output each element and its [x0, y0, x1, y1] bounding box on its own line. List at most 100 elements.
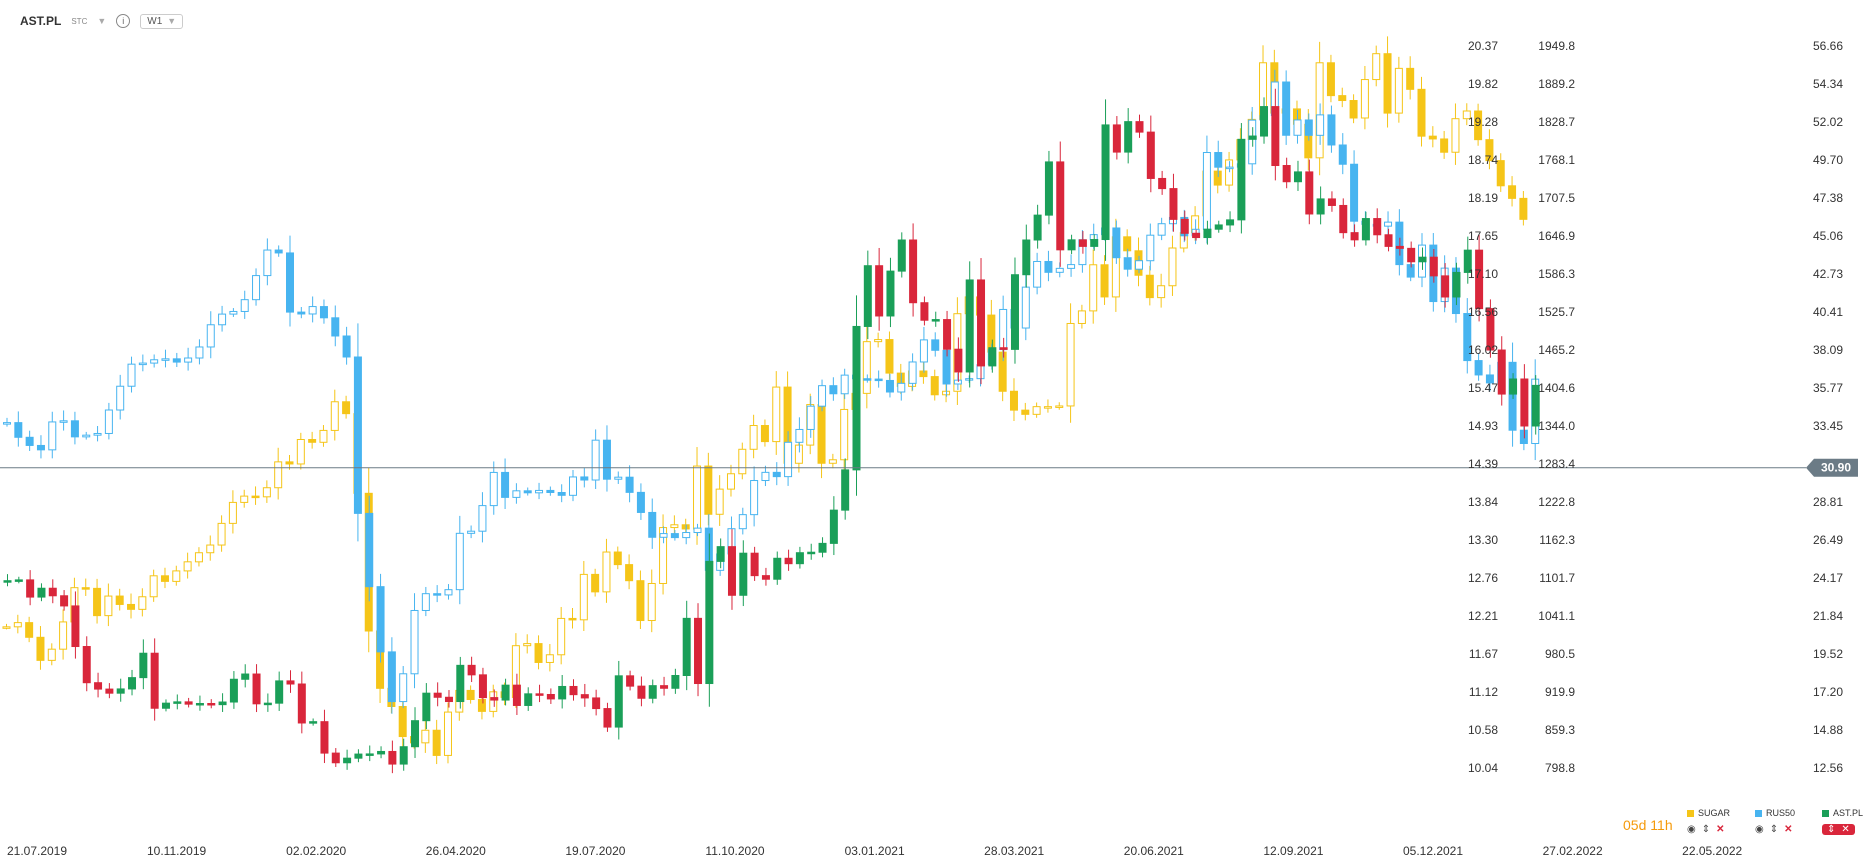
eye-icon[interactable]: ◉	[1687, 824, 1696, 835]
candle-body	[828, 459, 837, 464]
close-icon[interactable]: ✕	[1716, 824, 1725, 835]
candle-body	[591, 573, 600, 593]
candle-body	[636, 491, 645, 513]
candle-body	[659, 533, 668, 538]
candle-body	[241, 673, 250, 680]
reorder-icon[interactable]: ⇕	[1701, 824, 1711, 835]
candle-body	[478, 674, 487, 699]
candle-body	[727, 546, 736, 596]
candle-body	[1463, 249, 1472, 273]
candle-body	[648, 685, 657, 699]
candle-body	[172, 570, 181, 582]
candle-body	[1418, 256, 1427, 263]
candle-body	[138, 596, 147, 610]
candle-body	[1010, 274, 1019, 350]
candle-body	[1520, 378, 1529, 427]
candle-body	[614, 476, 623, 480]
candle-body	[1157, 223, 1166, 236]
symbol-label[interactable]: AST.PL	[20, 14, 62, 28]
reorder-icon[interactable]: ⇕	[1769, 824, 1779, 835]
candle-body	[82, 646, 91, 684]
candle-body	[1417, 88, 1426, 137]
candle-body	[240, 299, 249, 312]
candle-body	[2, 626, 11, 629]
candle-body	[1032, 406, 1041, 415]
y-tick-label: 45.06	[1813, 229, 1843, 243]
candle-body	[1123, 257, 1132, 270]
y-tick-label: 52.02	[1813, 115, 1843, 129]
x-tick-label: 21.07.2019	[7, 844, 67, 858]
legend-sugar: SUGAR ◉ ⇕ ✕	[1687, 808, 1730, 835]
candle-body	[897, 382, 906, 393]
candle-body	[399, 673, 408, 703]
candle-body	[1021, 409, 1030, 415]
candle-body	[365, 753, 374, 756]
candle-body	[228, 501, 237, 524]
candle-body	[750, 552, 759, 577]
candle-body	[467, 530, 476, 534]
y-tick-label: 11.12	[1469, 685, 1498, 699]
candle-body	[127, 603, 136, 610]
candles-layer	[2, 36, 1540, 774]
candle-body	[920, 302, 929, 321]
close-icon[interactable]: ✕	[1784, 824, 1793, 835]
candle-body	[184, 357, 193, 363]
candle-body	[443, 711, 452, 756]
candle-body	[602, 439, 611, 480]
candle-body	[1293, 119, 1302, 136]
candle-body	[557, 617, 566, 656]
candle-body	[648, 511, 657, 538]
candle-body	[1361, 218, 1370, 241]
candle-body	[433, 593, 442, 596]
candle-body	[330, 401, 339, 431]
candle-body	[309, 721, 318, 724]
chart-kind-label[interactable]: STC	[71, 16, 88, 26]
candle-body	[874, 378, 883, 382]
candle-body	[761, 575, 770, 580]
candle-body	[1394, 67, 1403, 114]
candle-body	[263, 702, 272, 706]
candle-body	[1089, 264, 1098, 312]
ast-series-controls[interactable]: ⇕ ✕	[1822, 824, 1855, 835]
candle-body	[852, 325, 861, 471]
eye-icon[interactable]: ◉	[1755, 824, 1764, 835]
candle-body	[1145, 274, 1154, 299]
candle-body	[37, 587, 46, 598]
y-tick-label: 798.8	[1545, 761, 1575, 775]
chevron-down-icon[interactable]: ▼	[97, 16, 107, 26]
candle-body	[319, 306, 328, 319]
candle-body	[444, 696, 453, 703]
y-tick-label: 1889.2	[1538, 77, 1575, 91]
info-icon[interactable]: i	[116, 14, 131, 28]
y-tick-label: 1101.7	[1539, 571, 1575, 585]
candle-body	[1338, 95, 1347, 102]
candle-body	[94, 682, 103, 690]
y-tick-label: 1465.2	[1538, 343, 1575, 357]
candle-body	[1441, 275, 1450, 298]
reorder-icon[interactable]: ⇕	[1827, 824, 1836, 835]
candle-body	[1192, 232, 1201, 239]
close-icon[interactable]: ✕	[1841, 824, 1850, 835]
candle-body	[1475, 249, 1484, 310]
candle-body	[252, 275, 261, 301]
candle-body	[760, 425, 769, 443]
y-tick-label: 919.9	[1545, 685, 1575, 699]
candle-body	[1033, 214, 1042, 241]
interval-select[interactable]: W1 ▼	[140, 13, 184, 29]
candle-body	[726, 473, 735, 490]
candle-body	[715, 488, 724, 515]
y-tick-label: 1283.4	[1538, 457, 1575, 471]
candle-body	[569, 476, 577, 496]
candle-body	[194, 552, 203, 563]
candle-body	[455, 532, 464, 591]
candle-body	[1056, 161, 1065, 251]
y-tick-label: 56.66	[1813, 39, 1843, 53]
y-tick-label: 49.70	[1813, 153, 1843, 167]
candle-body	[1022, 239, 1031, 276]
candle-body	[773, 557, 782, 580]
candle-body	[1508, 185, 1517, 199]
candle-body	[1339, 204, 1348, 234]
y-tick-label: 14.39	[1468, 457, 1498, 471]
candle-body	[466, 689, 475, 701]
